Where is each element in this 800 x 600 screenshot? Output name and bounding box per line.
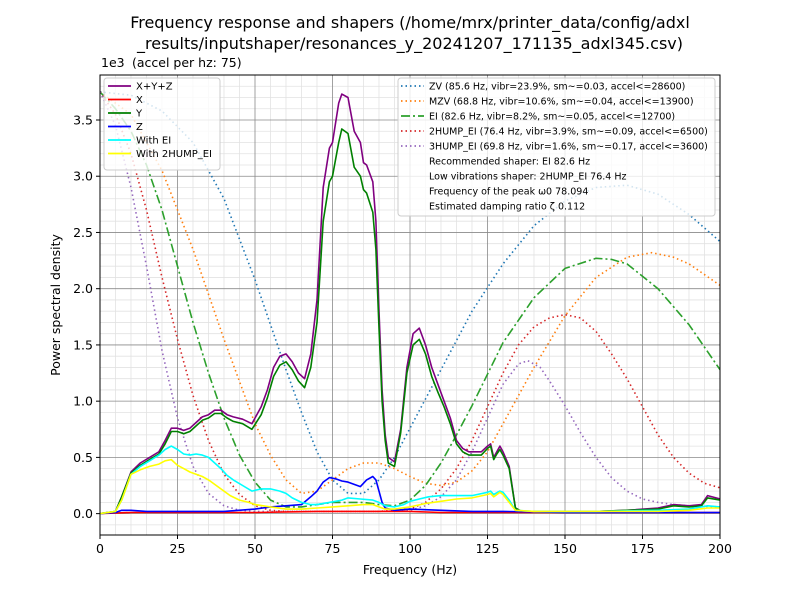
chart-title-line-2: _results/inputshaper/resonances_y_202412…	[136, 34, 683, 54]
legend-right-label: ZV (85.6 Hz, vibr=23.9%, sm~=0.03, accel…	[429, 82, 685, 93]
legend-left-label: X	[136, 95, 143, 106]
y-tick-label: 3.5	[73, 112, 93, 127]
x-tick-label: 100	[398, 541, 422, 556]
x-tick-label: 75	[325, 541, 341, 556]
legend-right-label: 2HUMP_EI (76.4 Hz, vibr=3.9%, sm~=0.09, …	[429, 127, 708, 138]
series-line	[100, 128, 720, 515]
x-tick-label: 125	[476, 541, 500, 556]
chart-title-line-1: Frequency response and shapers (/home/mr…	[130, 13, 690, 33]
y-tick-label: 2.5	[73, 225, 93, 240]
y-offset-text: 1e3	[101, 55, 125, 70]
y-tick-label: 1.5	[73, 337, 93, 352]
x-tick-label: 175	[631, 541, 655, 556]
legend-left: X+Y+Z XYZ With EI With 2HUMP_EI	[103, 77, 221, 171]
chart-subtitle: (accel per hz: 75)	[132, 55, 242, 70]
shaper-line	[100, 91, 720, 495]
x-tick-label: 150	[553, 541, 577, 556]
y-tick-label: 0.0	[73, 506, 93, 521]
axis-ticks: 0 25 50 75 100 125 150 175 200 0.0 0.5 1.0 1.5 2.0 2.5…	[73, 112, 732, 556]
x-tick-label: 50	[247, 541, 263, 556]
shaper-line	[100, 91, 720, 513]
y-tick-label: 0.5	[73, 450, 93, 465]
legend-right-label: EI (82.6 Hz, vibr=8.2%, sm~=0.05, accel<…	[429, 112, 675, 123]
shaper-line	[100, 91, 720, 495]
plot-lines	[100, 91, 720, 515]
legend-left-label: With EI	[136, 136, 171, 147]
x-axis-label: Frequency (Hz)	[363, 562, 457, 577]
x-tick-label: 200	[708, 541, 732, 556]
y-tick-label: 1.0	[73, 394, 93, 409]
legend-left-label: X+Y+Z	[136, 82, 173, 93]
legend-info-line: Frequency of the peak ω0 78.094	[429, 187, 588, 198]
legend-left-label: Z	[136, 122, 143, 133]
x-tick-label: 0	[96, 541, 104, 556]
y-axis-label: Power spectral density	[48, 234, 63, 376]
legend-left-label: With 2HUMP_EI	[136, 149, 212, 160]
y-tick-label: 3.0	[73, 169, 93, 184]
series-line	[100, 93, 720, 515]
legend-right: ZV (85.6 Hz, vibr=23.9%, sm~=0.03, accel…	[397, 77, 716, 217]
legend-right-label: MZV (68.8 Hz, vibr=10.6%, sm~=0.04, acce…	[429, 97, 694, 108]
legend-right-label: 3HUMP_EI (69.8 Hz, vibr=1.6%, sm~=0.17, …	[429, 142, 708, 153]
legend-left-label: Y	[135, 109, 143, 120]
y-tick-label: 2.0	[73, 281, 93, 296]
legend-info-line: Recommended shaper: EI 82.6 Hz	[429, 157, 590, 168]
legend-left-frame	[103, 77, 221, 171]
legend-right-frame	[397, 77, 716, 217]
series-line	[100, 445, 720, 515]
series-line	[100, 458, 720, 515]
x-tick-label: 25	[170, 541, 186, 556]
legend-info-line: Low vibrations shaper: 2HUMP_EI 76.4 Hz	[429, 172, 626, 183]
series-line	[100, 475, 720, 515]
legend-info-line: Estimated damping ratio ζ 0.112	[429, 202, 585, 213]
